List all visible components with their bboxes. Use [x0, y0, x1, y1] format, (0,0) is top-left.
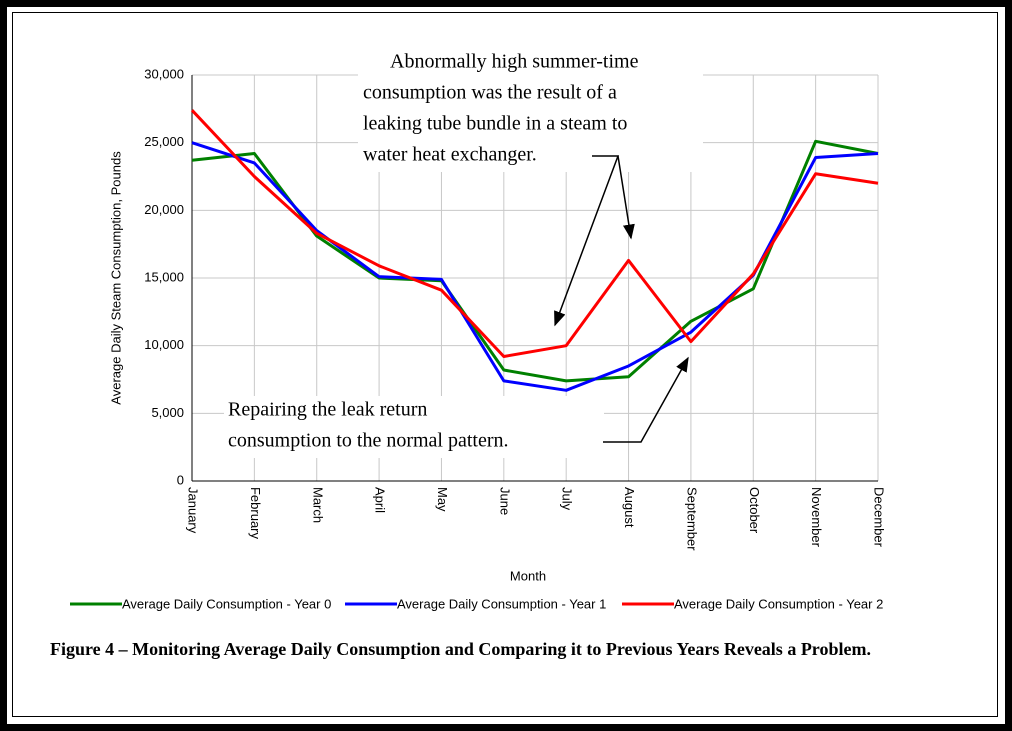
- series-line: [190, 109, 879, 358]
- legend-label: Average Daily Consumption - Year 1: [397, 596, 606, 611]
- y-tick-label: 10,000: [144, 337, 184, 352]
- x-tick-label: February: [248, 487, 263, 540]
- x-tick-label: August: [622, 487, 637, 528]
- x-tick-label: May: [435, 487, 450, 512]
- annotation-bg: [358, 46, 703, 172]
- series-line: [191, 139, 879, 383]
- arrow: [603, 356, 689, 443]
- x-tick-label: January: [186, 487, 201, 534]
- annotation-text: Repairing the leak return: [228, 399, 427, 421]
- x-tick-label: June: [497, 487, 512, 515]
- y-tick-label: 0: [177, 472, 184, 487]
- y-tick-label: 30,000: [144, 66, 184, 81]
- inner-frame: [12, 12, 998, 717]
- x-tick-label: March: [310, 487, 325, 523]
- x-axis-title: Month: [510, 568, 546, 583]
- x-tick-label: July: [560, 487, 575, 511]
- x-tick-label: September: [684, 487, 699, 551]
- x-tick-label: October: [747, 487, 762, 534]
- annotation-text: consumption was the result of a: [363, 82, 617, 104]
- arrow: [554, 155, 620, 327]
- legend-label: Average Daily Consumption - Year 2: [674, 596, 883, 611]
- x-tick-label: December: [872, 487, 887, 548]
- y-tick-label: 15,000: [144, 269, 184, 284]
- legend-label: Average Daily Consumption - Year 0: [122, 596, 331, 611]
- annotation-text: consumption to the normal pattern.: [228, 430, 509, 452]
- y-axis-title: Average Daily Steam Consumption, Pounds: [108, 151, 123, 405]
- x-tick-label: November: [809, 487, 824, 548]
- annotation-text: leaking tube bundle in a steam to: [363, 113, 627, 135]
- arrow: [617, 155, 635, 240]
- caption: Figure 4 – Monitoring Average Daily Cons…: [50, 639, 871, 659]
- annotation-text: Abnormally high summer-time: [390, 51, 639, 73]
- x-tick-label: April: [373, 487, 388, 513]
- y-tick-label: 20,000: [144, 202, 184, 217]
- series-line: [191, 141, 879, 392]
- annotation-text: water heat exchanger.: [363, 144, 537, 166]
- y-tick-label: 5,000: [151, 405, 184, 420]
- annotation-bg: [224, 396, 604, 458]
- y-tick-label: 25,000: [144, 134, 184, 149]
